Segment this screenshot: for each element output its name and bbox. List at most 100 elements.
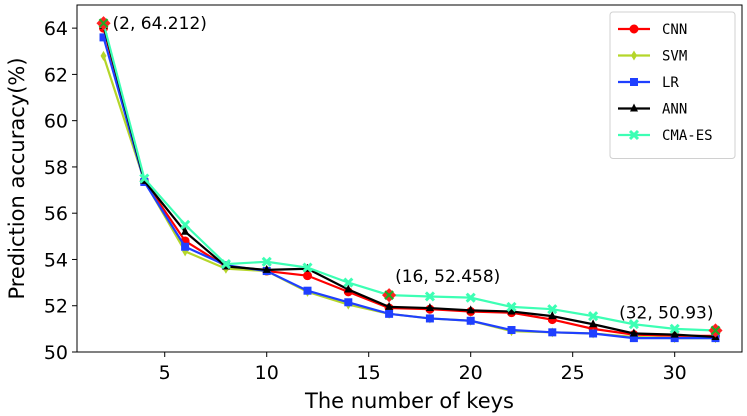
data-point-stroke — [343, 277, 354, 288]
data-point — [385, 309, 394, 318]
data-point — [466, 316, 475, 325]
data-point — [303, 271, 313, 281]
x-tick-label: 20 — [459, 362, 483, 384]
data-point-stroke — [180, 219, 191, 230]
data-point — [628, 129, 640, 141]
data-point — [670, 334, 679, 343]
y-tick-label: 54 — [44, 249, 68, 271]
data-point — [344, 298, 353, 307]
data-point — [425, 314, 434, 323]
x-tick-label: 5 — [159, 362, 171, 384]
annotation-label: (32, 50.93) — [619, 303, 713, 323]
data-point-stroke — [302, 262, 313, 273]
data-point-stroke — [547, 304, 558, 315]
legend-entry: CMA-ES — [618, 128, 713, 144]
data-point — [180, 219, 191, 230]
legend-label: CMA-ES — [662, 128, 713, 144]
y-tick-label: 52 — [44, 296, 68, 318]
highlight-cross — [98, 18, 109, 28]
data-point — [669, 323, 680, 334]
data-point — [629, 328, 638, 337]
data-point — [588, 311, 599, 322]
plot-frame — [76, 4, 743, 353]
data-point — [507, 326, 516, 335]
data-point — [630, 103, 638, 112]
data-point-stroke — [628, 129, 640, 141]
data-point-stroke — [506, 301, 517, 312]
x-tick-label: 30 — [663, 362, 687, 384]
highlight-point — [96, 16, 111, 31]
data-point-stroke — [465, 292, 476, 303]
data-point — [629, 24, 639, 34]
highlight-point — [382, 288, 397, 303]
series-line — [102, 25, 716, 339]
y-tick-label: 64 — [44, 18, 68, 40]
series-line — [102, 37, 716, 340]
data-point — [506, 301, 517, 312]
legend-entry: CNN — [618, 22, 687, 38]
data-point — [181, 242, 190, 251]
data-point — [100, 50, 107, 61]
legend-entry: SVM — [618, 49, 687, 65]
data-point-stroke — [139, 173, 150, 184]
plot-area: (2, 64.212) (16, 52.458) (32, 50.93) — [96, 14, 723, 344]
data-point — [628, 319, 639, 330]
data-point-stroke — [588, 311, 599, 322]
data-point-stroke — [220, 259, 231, 270]
highlight-point — [708, 323, 723, 338]
legend-label: ANN — [662, 102, 687, 118]
legend-entry: ANN — [618, 102, 687, 118]
annotation-label: (16, 52.458) — [395, 267, 500, 287]
data-point — [424, 291, 435, 302]
y-tick-label: 56 — [44, 203, 68, 225]
axes: 5 10 15 20 25 30 50 52 54 56 58 60 62 64 — [44, 4, 743, 384]
data-point — [220, 259, 231, 270]
y-tick-label: 58 — [44, 157, 68, 179]
x-tick-label: 15 — [357, 362, 381, 384]
highlight-cross — [384, 290, 394, 300]
data-point — [343, 277, 354, 288]
legend-box — [609, 11, 736, 159]
data-point — [302, 262, 313, 273]
x-tick-label: 25 — [561, 362, 585, 384]
data-point-stroke — [669, 323, 680, 334]
data-point — [385, 301, 394, 310]
data-point — [670, 329, 679, 338]
data-point — [547, 304, 558, 315]
data-point — [589, 319, 598, 328]
data-point-stroke — [628, 319, 639, 330]
x-tick-label: 10 — [255, 362, 279, 384]
series-line — [102, 22, 716, 332]
y-tick-label: 62 — [44, 64, 68, 86]
data-point-stroke — [261, 256, 272, 267]
data-point — [507, 306, 516, 315]
y-tick-label: 50 — [44, 342, 68, 364]
data-point — [99, 33, 108, 42]
data-point — [139, 173, 150, 184]
legend: CNN SVM LR ANN CMA-ES — [609, 11, 736, 159]
legend-label: CNN — [662, 22, 687, 38]
data-point — [629, 334, 638, 343]
data-point — [631, 50, 637, 61]
y-axis-title: Prediction accuracy(%) — [5, 57, 29, 299]
series-line — [102, 27, 716, 337]
data-point — [548, 311, 557, 320]
data-point — [548, 328, 557, 337]
data-point — [303, 286, 312, 295]
y-tick-label: 60 — [44, 111, 68, 133]
data-point — [466, 305, 475, 314]
legend-label: LR — [662, 75, 679, 91]
data-point — [262, 264, 271, 273]
legend-entry: LR — [618, 75, 679, 91]
legend-label: SVM — [662, 49, 687, 65]
highlight-cross — [710, 325, 721, 336]
data-point — [344, 284, 353, 293]
data-point — [181, 226, 190, 235]
x-axis-title: The number of keys — [304, 389, 514, 413]
data-point-stroke — [424, 291, 435, 302]
data-point — [589, 329, 598, 338]
data-point — [630, 78, 638, 86]
data-point — [465, 292, 476, 303]
annotation-label: (2, 64.212) — [113, 14, 207, 34]
